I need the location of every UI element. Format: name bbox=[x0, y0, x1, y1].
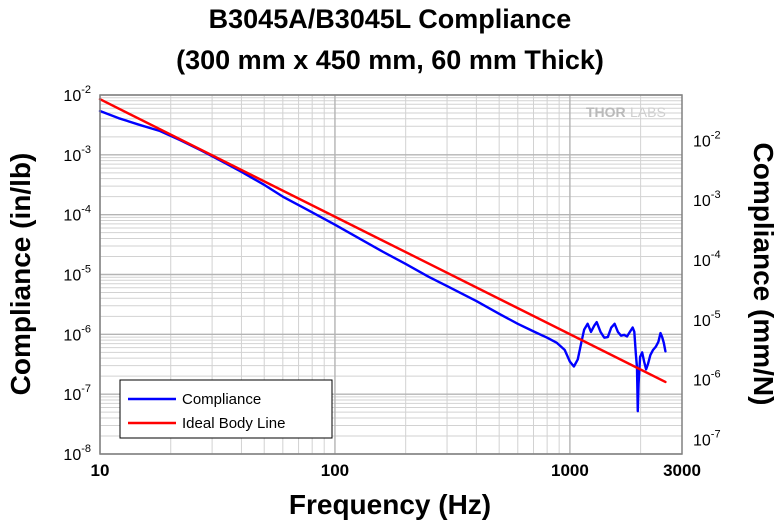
y-axis-ticks-left: 10-2 10-3 10-4 10-5 10-6 10-7 10-8 bbox=[63, 84, 91, 464]
y-tick-label-right: 10-5 bbox=[693, 309, 721, 330]
thorlabs-watermark: THOR LABS bbox=[586, 104, 666, 120]
y-axis-label-right: Compliance (mm/N) bbox=[748, 143, 779, 406]
x-axis-label: Frequency (Hz) bbox=[289, 489, 491, 520]
legend: Compliance Ideal Body Line bbox=[119, 379, 333, 439]
series-line-compliance bbox=[98, 109, 667, 413]
legend-label-ideal: Ideal Body Line bbox=[182, 415, 285, 432]
y-tick-label-left: 10-7 bbox=[63, 383, 91, 404]
y-axis-ticks-right: 10-2 10-3 10-4 10-5 10-6 10-7 bbox=[693, 129, 721, 449]
x-tick-label: 3000 bbox=[663, 461, 701, 480]
y-tick-label-right: 10-2 bbox=[693, 129, 721, 150]
x-tick-label: 10 bbox=[91, 461, 110, 480]
chart-subtitle: (300 mm x 450 mm, 60 mm Thick) bbox=[176, 45, 604, 75]
x-axis-ticks: 10 100 1000 3000 bbox=[91, 461, 701, 480]
y-tick-label-right: 10-6 bbox=[693, 369, 721, 390]
legend-label-compliance: Compliance bbox=[182, 391, 261, 408]
watermark-labs: LABS bbox=[630, 104, 666, 120]
legend-box bbox=[119, 379, 333, 439]
chart-title: B3045A/B3045L Compliance bbox=[209, 4, 572, 34]
series-line-ideal-body-line bbox=[98, 98, 667, 384]
y-tick-label-left: 10-4 bbox=[63, 204, 91, 225]
y-tick-label-left: 10-2 bbox=[63, 84, 91, 105]
x-tick-label: 1000 bbox=[551, 461, 589, 480]
y-axis-label-left: Compliance (in/lb) bbox=[5, 153, 36, 396]
plot-border bbox=[99, 94, 683, 455]
y-tick-label-right: 10-4 bbox=[693, 249, 721, 270]
series-layer bbox=[98, 98, 667, 413]
y-tick-label-left: 10-5 bbox=[63, 264, 91, 285]
y-tick-label-left: 10-3 bbox=[63, 144, 91, 165]
y-tick-label-left: 10-8 bbox=[63, 443, 91, 464]
watermark-thor: THOR bbox=[586, 104, 626, 120]
x-tick-label: 100 bbox=[321, 461, 349, 480]
y-tick-label-right: 10-7 bbox=[693, 428, 721, 449]
y-tick-label-left: 10-6 bbox=[63, 323, 91, 344]
y-tick-label-right: 10-3 bbox=[693, 189, 721, 210]
